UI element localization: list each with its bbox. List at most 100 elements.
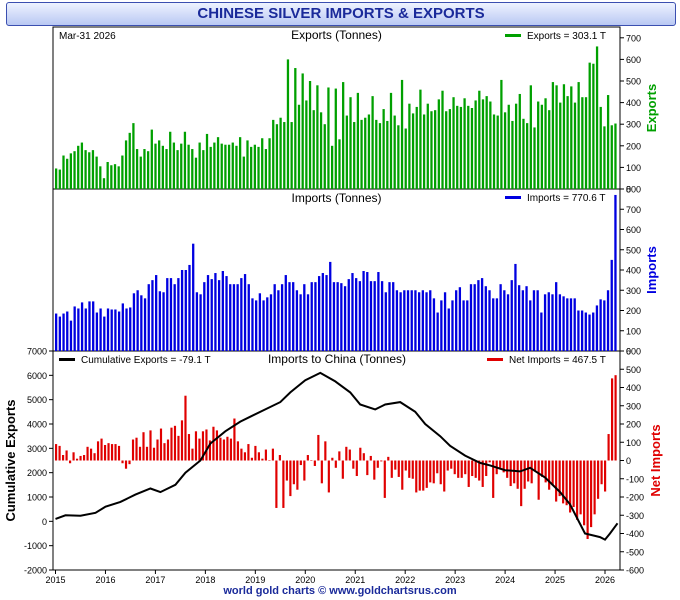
bar-imports [299,294,302,351]
x-tick-label: 2017 [145,575,165,585]
bar-net-imports [177,435,180,461]
bar-net-imports [394,460,397,470]
bar-exports [209,146,212,189]
bar-imports [595,305,599,351]
y-tick-label-left: 0 [42,517,47,527]
bar-imports [380,281,384,351]
bar-imports [440,300,443,352]
bar-imports [95,312,99,351]
cumulative-legend: Cumulative Exports = -79.1 T [81,355,211,366]
bar-net-imports [289,460,292,497]
bar-exports [183,131,187,189]
bar-net-imports [226,436,229,461]
bar-exports [191,149,194,189]
y-tick-label: 700 [626,33,641,43]
bar-net-imports [390,460,393,478]
net-imports-axis-label: Net Imports [648,424,663,496]
bar-imports [451,300,454,352]
bar-exports [216,137,220,189]
bar-net-imports [576,460,579,520]
bar-net-imports [569,460,572,513]
bar-exports [463,98,466,189]
bar-imports [151,280,154,352]
bar-net-imports [103,444,107,461]
bar-net-imports [369,455,372,461]
bar-net-imports [100,438,103,461]
bar-exports [323,124,326,189]
bar-exports [522,118,525,189]
bar-exports [441,90,444,189]
bar-imports [592,312,595,351]
bar-net-imports [467,460,470,487]
bar-net-imports [460,460,463,478]
y-tick-label-left: -2000 [24,566,47,576]
bar-exports [559,102,562,189]
bar-net-imports [520,460,523,507]
bar-net-imports [261,458,264,461]
bar-imports [403,290,406,351]
bar-exports [562,84,566,189]
bar-imports [266,297,269,351]
bar-exports [540,104,544,189]
bar-net-imports [135,437,138,461]
bar-imports [329,261,332,351]
bar-net-imports [506,460,509,478]
bar-exports [165,149,168,189]
bar-net-imports [61,455,65,461]
bar-exports [290,122,293,189]
bar-exports [286,59,290,190]
bar-exports [124,140,128,189]
bar-exports [474,100,477,189]
bar-net-imports [611,378,614,461]
bar-net-imports [593,460,596,515]
y-tick-label: 200 [626,306,641,316]
y-tick-label: 300 [626,120,641,130]
bar-exports [496,115,499,189]
bar-exports [150,129,153,189]
y-tick-label: 400 [626,98,641,108]
bar-net-imports [555,460,558,502]
bar-exports [349,97,352,189]
bar-net-imports [233,418,236,461]
bar-exports [132,123,135,189]
bar-net-imports [429,460,432,483]
bar-net-imports [198,438,201,461]
footer-credit: world gold charts © www.goldchartsrus.co… [222,585,456,597]
bar-net-imports [138,446,142,461]
bar-net-imports [187,434,191,461]
bar-imports [529,300,532,352]
bar-exports [397,125,400,189]
bar-net-imports [58,445,61,461]
bar-imports [232,284,236,351]
bar-imports [573,298,576,351]
bar-exports [158,140,161,189]
bar-exports [238,137,242,189]
bar-imports [395,290,399,351]
bar-net-imports [481,460,484,487]
bar-exports [66,158,69,189]
bar-imports [517,285,521,351]
bar-imports [80,302,84,351]
bar-net-imports [565,460,568,506]
bar-imports [332,282,336,351]
bar-net-imports [292,460,295,485]
bar-exports [529,85,532,189]
bar-imports [473,284,476,351]
bar-exports [492,114,496,189]
bar-net-imports [530,460,533,484]
x-tick-label: 2024 [495,575,515,585]
bar-imports [569,298,573,351]
bar-imports [417,292,421,351]
bar-net-imports [257,452,260,461]
bar-imports [392,282,395,351]
bar-exports [448,109,452,189]
bar-exports [415,106,418,189]
bar-net-imports [355,460,358,477]
bar-imports [506,294,510,351]
bar-net-imports [502,460,505,473]
bar-net-imports [352,460,355,469]
bar-imports [221,271,224,351]
bar-imports [521,290,524,351]
y-tick-label: 500 [626,77,641,87]
bar-net-imports [359,447,362,461]
